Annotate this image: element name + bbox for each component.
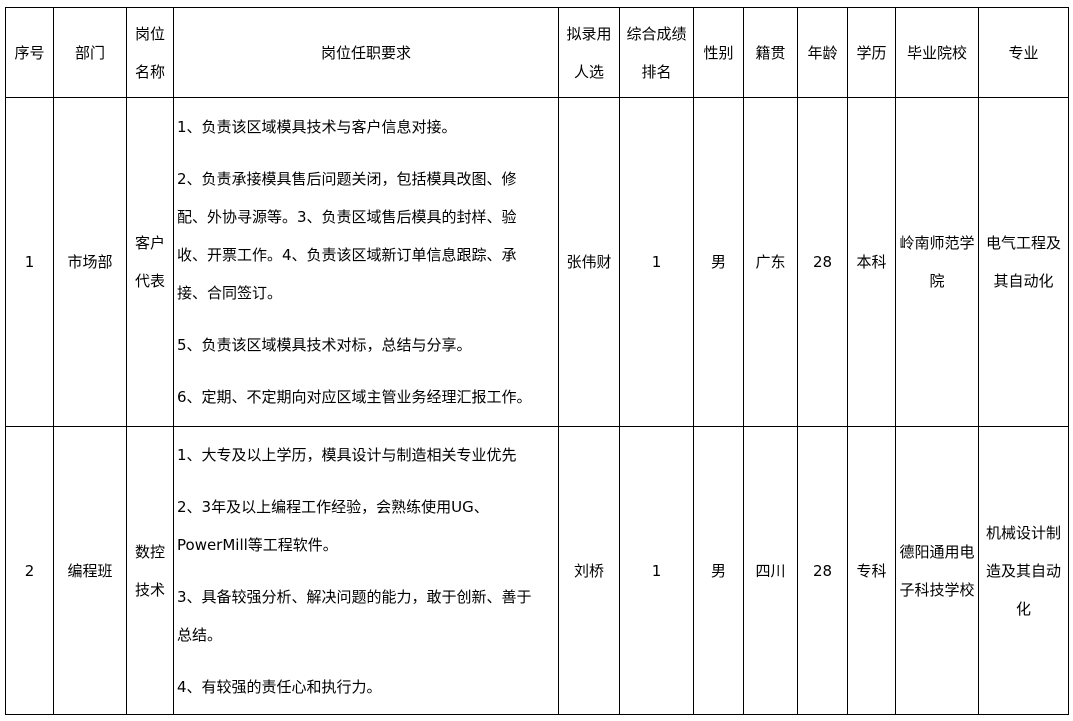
requirement-item: 6、定期、不定期向对应区域主管业务经理汇报工作。	[177, 378, 555, 416]
requirement-line: 6、定期、不定期向对应区域主管业务经理汇报工作。	[177, 388, 532, 406]
cell-no: 1	[5, 97, 54, 427]
cell-major: 电气工程及其自动化	[978, 97, 1069, 427]
table-row: 2 编程班 数控技术 1、大专及以上学历，模具设计与制造相关专业优先 2、3年及以上编程…	[5, 426, 1069, 715]
cell-candidate: 刘桥	[558, 426, 620, 715]
requirement-line: 配、外协寻源等。3、负责区域售后模具的封样、验	[177, 208, 517, 226]
requirement-line: 5、负责该区域模具技术对标，总结与分享。	[177, 336, 472, 354]
requirement-line: PowerMill等工程软件。	[177, 535, 338, 554]
cell-school: 岭南师范学院	[895, 97, 979, 427]
requirement-item: 1、大专及以上学历，模具设计与制造相关专业优先	[177, 436, 555, 474]
cell-school: 德阳通用电子科技学校	[895, 426, 979, 715]
cell-origin: 广东	[743, 97, 798, 427]
cell-requirements: 1、大专及以上学历，模具设计与制造相关专业优先 2、3年及以上编程工作经验，会熟练…	[173, 426, 559, 715]
cell-no: 2	[5, 426, 54, 715]
cell-position: 数控技术	[126, 426, 174, 715]
cell-requirements: 1、负责该区域模具技术与客户信息对接。 2、负责承接模具售后问题关闭，包括模具改图…	[173, 97, 559, 427]
column-header: 专业	[978, 7, 1069, 98]
requirement-item: 4、有较强的责任心和执行力。	[177, 668, 555, 706]
table-row: 1 市场部 客户代表 1、负责该区域模具技术与客户信息对接。 2、负责承接模具售后问题关…	[5, 97, 1069, 427]
column-header: 拟录用人选	[558, 7, 620, 98]
cell-gender: 男	[693, 97, 744, 427]
requirement-line: 收、开票工作。4、负责该区域新订单信息跟踪、承	[177, 246, 517, 264]
requirement-line: 4、有较强的责任心和执行力。	[177, 677, 382, 696]
column-header: 综合成绩排名	[619, 7, 694, 98]
cell-candidate: 张伟财	[558, 97, 620, 427]
cell-dept: 编程班	[53, 426, 127, 715]
cell-gender: 男	[693, 426, 744, 715]
cell-origin: 四川	[743, 426, 798, 715]
requirement-line: 1、负责该区域模具技术与客户信息对接。	[177, 118, 457, 136]
requirement-line: 1、大专及以上学历，模具设计与制造相关专业优先	[177, 445, 517, 464]
requirement-item: 1、负责该区域模具技术与客户信息对接。	[177, 108, 555, 146]
requirement-item: 5、负责该区域模具技术对标，总结与分享。	[177, 326, 555, 364]
cell-age: 28	[797, 426, 848, 715]
requirement-item: 2、负责承接模具售后问题关闭，包括模具改图、修 配、外协寻源等。3、负责区域售后模…	[177, 160, 555, 312]
cell-major: 机械设计制造及其自动化	[978, 426, 1069, 715]
cell-rank: 1	[619, 426, 694, 715]
column-header: 部门	[53, 7, 127, 98]
column-header: 性别	[693, 7, 744, 98]
column-header: 毕业院校	[895, 7, 979, 98]
candidate-table: 序号 部门 岗位名称 岗位任职要求 拟录用人选 综合成绩排名 性别 籍贯 年龄 学历 毕业院校 专业 …	[5, 7, 1069, 715]
cell-age: 28	[797, 97, 848, 427]
requirement-line: 3、具备较强分析、解决问题的能力，敢于创新、善于	[177, 587, 532, 606]
column-header: 序号	[5, 7, 54, 98]
requirement-item: 2、3年及以上编程工作经验，会熟练使用UG、 PowerMill等工程软件。	[177, 488, 555, 564]
cell-dept: 市场部	[53, 97, 127, 427]
column-header: 学历	[847, 7, 896, 98]
requirement-line: 接、合同签订。	[177, 284, 283, 302]
column-header: 籍贯	[743, 7, 798, 98]
cell-rank: 1	[619, 97, 694, 427]
requirement-line: 2、3年及以上编程工作经验，会熟练使用UG、	[177, 497, 489, 516]
cell-education: 本科	[847, 97, 896, 427]
requirement-line: 2、负责承接模具售后问题关闭，包括模具改图、修	[177, 170, 517, 188]
requirement-line: 总结。	[177, 625, 223, 644]
cell-position: 客户代表	[126, 97, 174, 427]
column-header: 岗位任职要求	[173, 7, 559, 98]
column-header: 年龄	[797, 7, 848, 98]
cell-education: 专科	[847, 426, 896, 715]
column-header: 岗位名称	[126, 7, 174, 98]
requirement-item: 3、具备较强分析、解决问题的能力，敢于创新、善于 总结。	[177, 578, 555, 654]
header-row: 序号 部门 岗位名称 岗位任职要求 拟录用人选 综合成绩排名 性别 籍贯 年龄 学历 毕业院校 专业	[5, 7, 1069, 98]
